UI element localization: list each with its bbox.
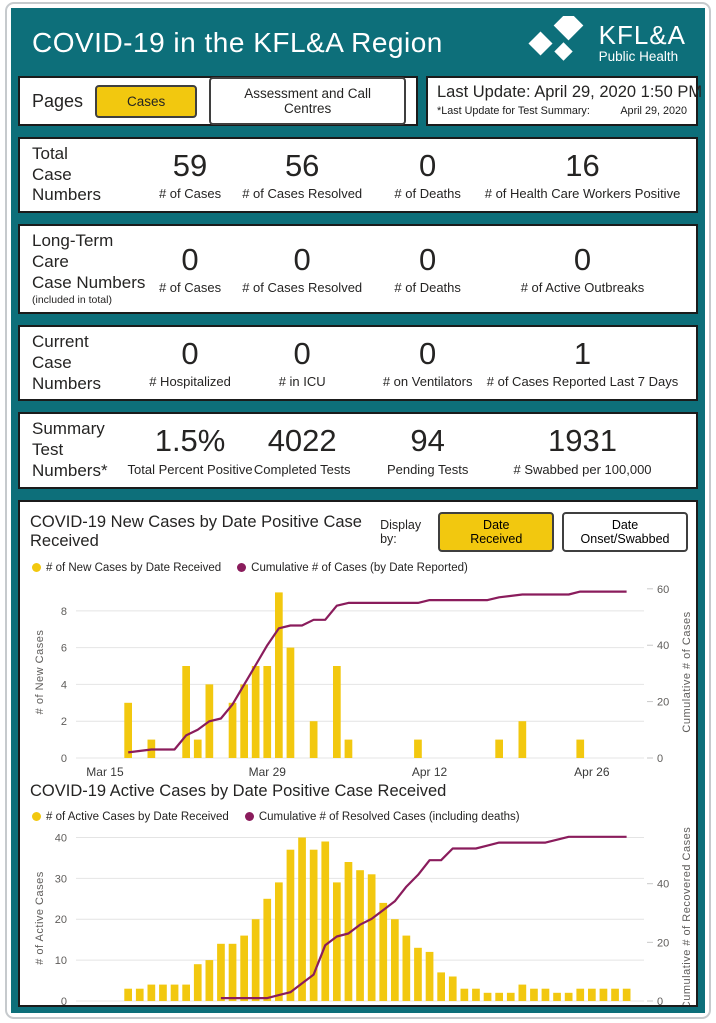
svg-text:60: 60 xyxy=(657,583,669,595)
pages-row: Pages Cases Assessment and Call Centres … xyxy=(18,76,703,126)
stat-active-outbreaks: 0 # of Active Outbreaks xyxy=(520,242,645,296)
legend-item[interactable]: # of New Cases by Date Received xyxy=(32,562,221,574)
svg-text:Mar 29: Mar 29 xyxy=(249,765,287,779)
kfla-logo: KFL&A Public Health xyxy=(528,10,686,71)
display-by-label: Display by: xyxy=(380,517,422,546)
stat-ventilators: 0 # on Ventilators xyxy=(382,336,473,390)
stat-ltc-resolved: 0 # of Cases Resolved xyxy=(242,242,363,296)
stat-ltc-deaths: 0 # of Deaths xyxy=(394,242,461,296)
svg-text:20: 20 xyxy=(55,914,67,926)
pages-label: Pages xyxy=(32,90,84,111)
total-case-numbers-card: Total Case Numbers 59 # of Cases 56 # of C… xyxy=(18,137,698,214)
legend-label: # of Active Cases by Date Received xyxy=(46,810,229,823)
last-update-text: Last Update: April 29, 2020 1:50 PM xyxy=(437,83,703,101)
new-cases-chart-legend: # of New Cases by Date Received Cumulativ… xyxy=(32,562,688,574)
svg-text:30: 30 xyxy=(55,873,67,885)
svg-text:20: 20 xyxy=(657,937,669,949)
stat-icu: 0 # in ICU xyxy=(278,336,326,390)
legend-label: Cumulative # of Resolved Cases (includin… xyxy=(258,810,520,823)
current-case-numbers-label: Current Case Numbers xyxy=(32,332,101,393)
new-cases-chart-title: COVID-19 New Cases by Date Positive Case… xyxy=(30,512,362,550)
total-case-numbers-label: Total Case Numbers xyxy=(32,144,101,205)
svg-text:40: 40 xyxy=(657,640,669,652)
new-cases-chart-header: COVID-19 New Cases by Date Positive Case… xyxy=(30,511,688,552)
header: COVID-19 in the KFL&A Region KFL&A Publi… xyxy=(18,10,698,71)
kfla-diamonds-icon xyxy=(528,10,590,71)
ltc-case-numbers-label: Long-Term Care Case Numbers (included in… xyxy=(32,231,150,307)
dashboard-panel: COVID-19 in the KFL&A Region KFL&A Publi… xyxy=(11,8,705,1013)
active-cases-chart-header: COVID-19 Active Cases by Date Positive C… xyxy=(30,782,688,801)
svg-text:Apr 26: Apr 26 xyxy=(574,765,610,779)
stat-swabbed-per-100k: 1931 # Swabbed per 100,000 xyxy=(513,423,652,477)
legend-label: # of New Cases by Date Received xyxy=(46,561,222,574)
svg-text:Cumulative # of Recovered Case: Cumulative # of Recovered Cases xyxy=(681,826,693,1007)
date-received-button[interactable]: Date Received xyxy=(438,511,555,552)
svg-text:Apr 12: Apr 12 xyxy=(412,765,448,779)
test-summary-update-label: *Last Update for Test Summary: xyxy=(437,105,590,117)
svg-text:20: 20 xyxy=(657,696,669,708)
logo-subtitle: Public Health xyxy=(598,49,679,65)
svg-text:Mar 15: Mar 15 xyxy=(86,765,124,779)
cases-page-button[interactable]: Cases xyxy=(95,84,198,118)
assessment-page-button[interactable]: Assessment and Call Centres xyxy=(209,77,406,125)
new-cases-chart-plot[interactable]: 0 2 4 6 8 0 20 40 60 Mar 15 Mar 29 Apr 12 Apr 26 # of… xyxy=(30,576,693,782)
stat-cases-resolved: 56 # of Cases Resolved xyxy=(242,148,363,202)
svg-text:0: 0 xyxy=(61,753,67,765)
svg-text:6: 6 xyxy=(61,642,67,654)
stat-percent-positive: 1.5% Total Percent Positive xyxy=(127,423,253,477)
svg-text:40: 40 xyxy=(657,878,669,890)
legend-dot-icon xyxy=(237,563,247,573)
legend-label: Cumulative # of Cases (by Date Reported) xyxy=(251,561,468,574)
legend-item[interactable]: Cumulative # of Resolved Cases (includin… xyxy=(244,810,520,823)
date-onset-swabbed-button[interactable]: Date Onset/Swabbed xyxy=(562,511,688,552)
svg-text:0: 0 xyxy=(657,996,663,1007)
stat-completed-tests: 4022 Completed Tests xyxy=(253,423,351,477)
svg-text:10: 10 xyxy=(55,955,67,967)
ltc-case-numbers-card: Long-Term Care Case Numbers (included in… xyxy=(18,224,698,315)
stat-cases-last-7-days: 1 # of Cases Reported Last 7 Days xyxy=(486,336,679,390)
legend-item[interactable]: Cumulative # of Cases (by Date Reported) xyxy=(237,562,468,574)
svg-text:Cumulative # of Cases: Cumulative # of Cases xyxy=(681,611,693,732)
stat-hcw-positive: 16 # of Health Care Workers Positive xyxy=(484,148,681,202)
stat-total-cases: 59 # of Cases xyxy=(158,148,222,202)
svg-text:# of New Cases: # of New Cases xyxy=(34,629,46,714)
stat-deaths: 0 # of Deaths xyxy=(394,148,461,202)
svg-text:# of Active Cases: # of Active Cases xyxy=(34,871,46,965)
svg-text:0: 0 xyxy=(61,996,67,1007)
current-case-numbers-card: Current Case Numbers 0 # Hospitalized 0 # … xyxy=(18,325,698,402)
legend-item[interactable]: # of Active Cases by Date Received xyxy=(32,811,229,823)
legend-dot-icon xyxy=(244,812,254,822)
active-cases-chart-legend: # of Active Cases by Date Received Cumula… xyxy=(32,811,688,823)
pages-box: Pages Cases Assessment and Call Centres xyxy=(18,76,418,126)
svg-text:4: 4 xyxy=(61,679,67,691)
svg-text:2: 2 xyxy=(61,716,67,728)
stat-pending-tests: 94 Pending Tests xyxy=(386,423,469,477)
page-title: COVID-19 in the KFL&A Region xyxy=(32,27,443,58)
summary-test-numbers-label: Summary Test Numbers* xyxy=(32,419,108,480)
test-summary-update-date: April 29, 2020 xyxy=(620,105,687,117)
logo-wordmark: KFL&A xyxy=(598,20,686,51)
legend-dot-icon xyxy=(32,563,41,573)
summary-test-numbers-card: Summary Test Numbers* 1.5% Total Percent … xyxy=(18,412,698,489)
charts-card: COVID-19 New Cases by Date Positive Case… xyxy=(18,499,698,1007)
dashboard-frame: COVID-19 in the KFL&A Region KFL&A Publi… xyxy=(5,2,711,1019)
svg-text:0: 0 xyxy=(657,753,663,765)
ltc-note: (included in total) xyxy=(32,294,112,307)
legend-dot-icon xyxy=(32,812,41,822)
stat-hospitalized: 0 # Hospitalized xyxy=(149,336,231,390)
last-update-box: Last Update: April 29, 2020 1:50 PM *Las… xyxy=(426,76,703,126)
svg-text:40: 40 xyxy=(55,832,67,844)
active-cases-chart-title: COVID-19 Active Cases by Date Positive C… xyxy=(30,781,447,800)
stat-ltc-cases: 0 # of Cases xyxy=(158,242,222,296)
svg-text:8: 8 xyxy=(61,605,67,617)
